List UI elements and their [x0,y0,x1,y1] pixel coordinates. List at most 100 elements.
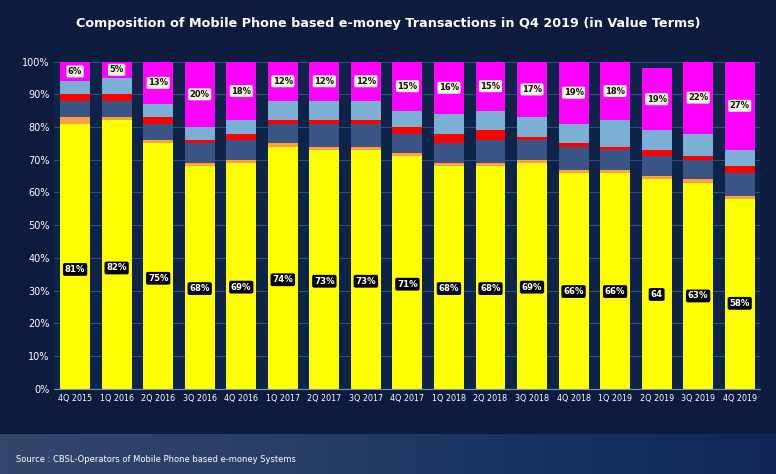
Bar [351,120,381,124]
Text: 71%: 71% [397,280,417,289]
Bar [185,166,215,389]
Bar [683,182,713,389]
Bar [393,111,422,127]
Bar [268,101,298,120]
Bar [351,101,381,120]
Bar [476,111,505,130]
Text: 66%: 66% [605,287,625,296]
Bar [725,196,755,199]
Text: 15%: 15% [397,82,417,91]
Text: 22%: 22% [688,93,708,102]
Bar [227,160,256,163]
Text: 68%: 68% [189,284,210,293]
Bar [642,130,671,150]
Text: 19%: 19% [646,95,667,104]
Text: Source : CBSL-Operators of Mobile Phone based e-money Systems: Source : CBSL-Operators of Mobile Phone … [16,455,296,464]
Bar [517,163,547,389]
Text: 68%: 68% [480,284,501,293]
Bar [144,124,173,140]
Bar [60,94,90,101]
Text: 68%: 68% [438,284,459,293]
Text: 82%: 82% [106,264,127,273]
Bar [144,104,173,117]
Bar [185,163,215,166]
Bar [227,62,256,120]
Bar [517,160,547,163]
Bar [559,62,588,124]
Bar [60,101,90,117]
Bar [559,146,588,170]
Bar [517,137,547,140]
Text: 6%: 6% [68,67,82,76]
Bar [268,146,298,389]
Bar [600,62,630,120]
Bar [102,78,132,94]
Bar [393,62,422,111]
Bar [559,144,588,146]
Bar [268,62,298,101]
Bar [102,62,132,78]
Bar [517,62,547,117]
Bar [268,124,298,144]
Bar [476,140,505,163]
Text: 64: 64 [650,290,663,299]
Bar [310,120,339,124]
Text: 18%: 18% [231,87,251,96]
Bar [227,134,256,140]
Text: 75%: 75% [148,274,168,283]
Bar [434,166,464,389]
Bar [268,144,298,146]
Bar [60,62,90,81]
Bar [517,117,547,137]
Text: 13%: 13% [148,78,168,87]
Bar [476,166,505,389]
Bar [185,140,215,144]
Text: 12%: 12% [272,77,293,86]
Bar [60,81,90,94]
Text: 63%: 63% [688,292,708,301]
Text: 58%: 58% [729,299,750,308]
Bar [351,62,381,101]
Bar [600,120,630,146]
Bar [600,170,630,173]
Text: 16%: 16% [439,83,459,92]
Bar [393,127,422,134]
Text: 74%: 74% [272,275,293,284]
Bar [227,163,256,389]
Text: 81%: 81% [65,265,85,274]
Bar [725,62,755,150]
Bar [559,173,588,389]
Bar [642,156,671,176]
Bar [517,140,547,160]
Bar [185,62,215,127]
Text: 18%: 18% [605,87,625,96]
Text: 69%: 69% [231,283,251,292]
Bar [559,170,588,173]
Bar [144,140,173,144]
Legend: Utility, Internet Transactions, Other, Purchase Products (OTC), Money Transfers,: Utility, Internet Transactions, Other, P… [139,444,676,460]
Bar [60,117,90,124]
Bar [310,101,339,120]
Bar [434,143,464,163]
Bar [310,124,339,146]
Bar [393,156,422,389]
Bar [642,150,671,156]
Bar [185,143,215,163]
Text: Composition of Mobile Phone based e-money Transactions in Q4 2019 (in Value Term: Composition of Mobile Phone based e-mone… [76,17,700,29]
Bar [725,199,755,389]
Text: 12%: 12% [314,77,334,86]
Bar [310,146,339,150]
Text: 15%: 15% [480,82,501,91]
Text: 73%: 73% [314,277,334,286]
Bar [185,127,215,140]
Bar [102,101,132,117]
Bar [559,124,588,144]
Bar [102,120,132,389]
Text: 27%: 27% [729,101,750,110]
Text: 20%: 20% [189,90,210,99]
Bar [600,146,630,150]
Bar [683,62,713,134]
Text: 17%: 17% [522,85,542,94]
Text: 12%: 12% [356,77,376,86]
Bar [642,179,671,389]
